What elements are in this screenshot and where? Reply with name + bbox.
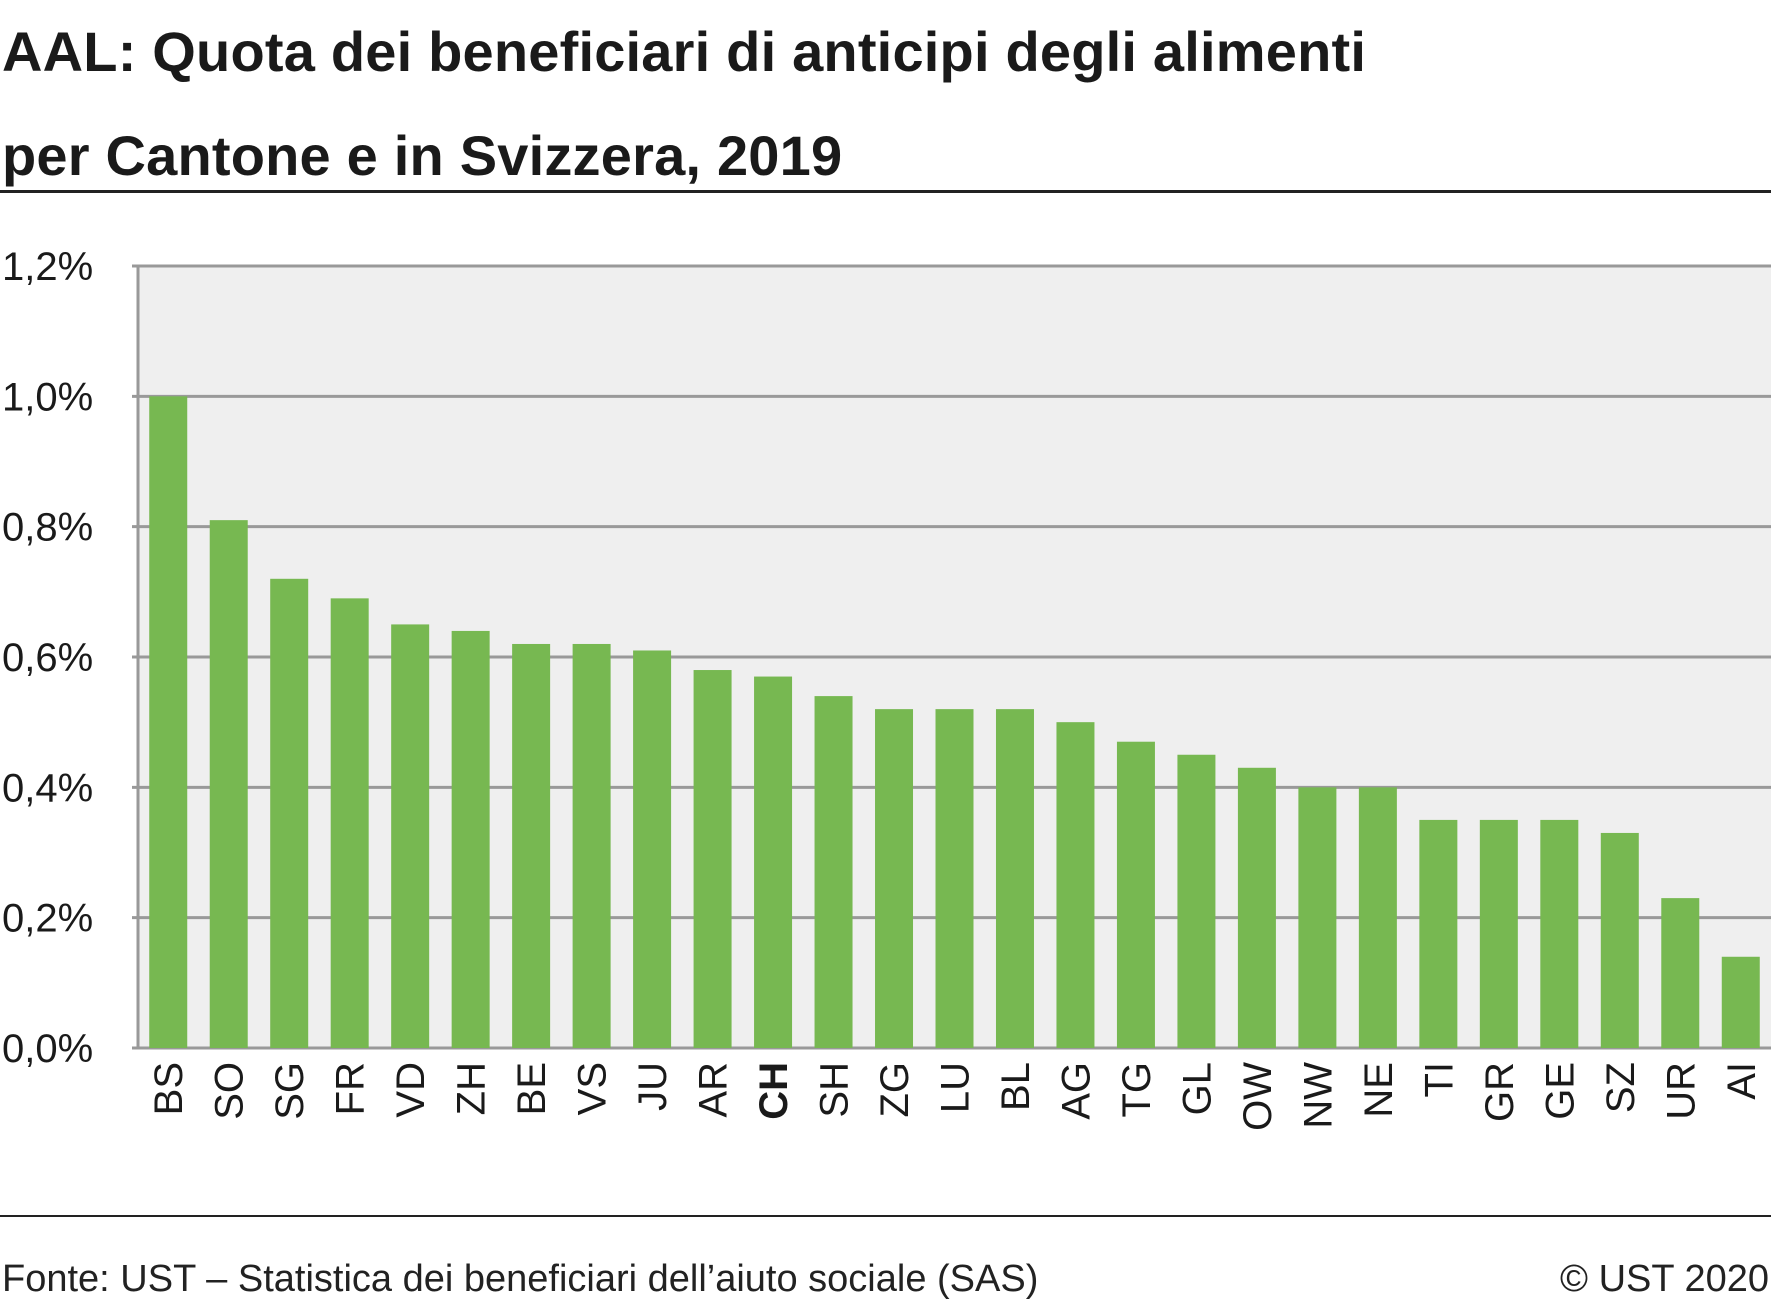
source-note: Fonte: UST – Statistica dei beneficiari … [2,1258,1039,1300]
bar-vd [391,624,430,1048]
x-category-label: BS [147,1062,191,1115]
y-axis-ticks: 0,0% 0,2% 0,4% 0,6% 0,8% 1,0% 1,2% [2,245,93,1071]
bar-ar [693,670,732,1048]
bar-so [209,520,248,1048]
y-tick-label: 0,8% [2,506,93,550]
x-category-label: TG [1115,1062,1159,1118]
bar-nw [1298,787,1337,1048]
x-category-label: SZ [1599,1062,1643,1113]
bar-be [512,643,551,1048]
y-tick-label: 0,2% [2,897,93,941]
bar-zg [875,709,914,1048]
x-category-label: SO [208,1062,252,1120]
x-category-label: SG [268,1062,312,1120]
x-category-label: AI [1720,1062,1764,1100]
x-category-label: GR [1478,1062,1522,1122]
copyright-note: © UST 2020 [1560,1258,1769,1300]
x-category-label: ZG [873,1062,917,1118]
bar-bs [149,396,188,1048]
y-tick-label: 0,4% [2,766,93,810]
x-category-label: NW [1296,1062,1340,1129]
bar-ag [1056,722,1095,1048]
x-category-label: JU [631,1062,675,1111]
x-category-label: LU [934,1062,978,1113]
bar-ge [1540,819,1579,1048]
bar-tg [1116,741,1155,1048]
x-category-label: NE [1357,1062,1401,1118]
bar-ch [754,676,793,1048]
bar-ai [1721,956,1760,1048]
bar-lu [935,709,974,1048]
y-tick-label: 1,2% [2,245,93,289]
x-category-label: OW [1236,1062,1280,1131]
x-category-label: VD [389,1062,433,1118]
x-category-label: GL [1175,1062,1219,1115]
top-divider [0,190,1771,193]
x-category-label: AG [1054,1062,1098,1120]
bar-ne [1358,787,1397,1048]
x-category-label: AR [692,1062,736,1118]
chart-title-line2: per Cantone e in Svizzera, 2019 [2,124,843,187]
bar-sh [814,696,853,1048]
x-axis-labels: BS SO SG FR VD ZH BE VS JU AR CH SH ZG LU BL AG TG GL OW NW… [147,1062,1764,1131]
chart-title-line1: AAL: Quota dei beneficiari di anticipi d… [2,20,1367,83]
x-category-label: CH [752,1062,796,1120]
y-tick-label: 1,0% [2,375,93,419]
bottom-divider [0,1215,1771,1217]
bar-bl [995,709,1034,1048]
bar-ow [1237,767,1276,1048]
x-category-label: BL [994,1062,1038,1111]
bar-ju [633,650,672,1048]
bar-sg [270,578,309,1048]
bar-vs [572,643,611,1048]
bars [149,396,1760,1048]
x-category-label: BE [510,1062,554,1115]
bar-ti [1419,819,1458,1048]
bar-sz [1600,832,1639,1048]
y-tick-label: 0,0% [2,1027,93,1071]
x-category-label: GE [1538,1062,1582,1120]
chart-title: AAL: Quota dei beneficiari di anticipi d… [2,0,1702,208]
x-category-label: TI [1417,1062,1461,1098]
x-category-label: SH [813,1062,857,1118]
x-category-label: UR [1659,1062,1703,1120]
bar-ur [1661,898,1700,1048]
bar-gl [1177,754,1216,1048]
bar-zh [451,630,490,1048]
x-category-label: FR [329,1062,373,1115]
bar-fr [330,598,369,1048]
y-tick-label: 0,6% [2,636,93,680]
x-category-label: VS [571,1062,615,1115]
x-category-label: ZH [450,1062,494,1115]
bar-gr [1479,819,1518,1048]
